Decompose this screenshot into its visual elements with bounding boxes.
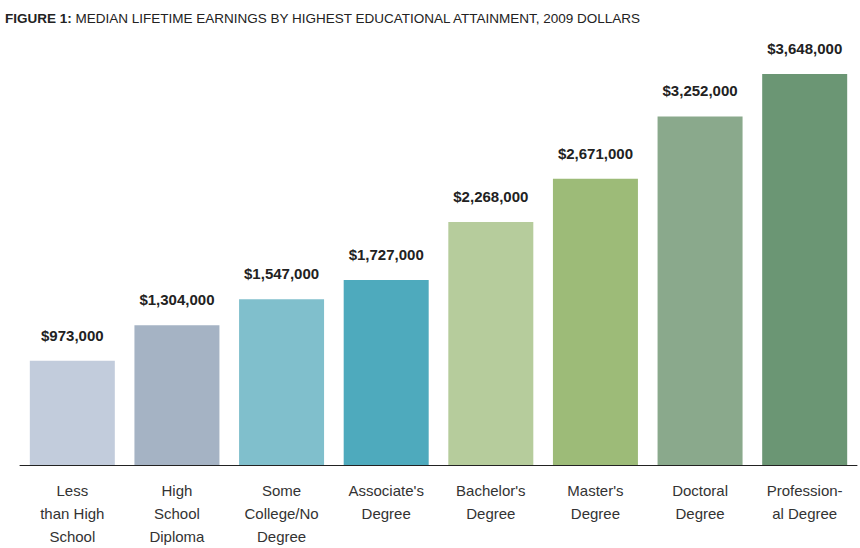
svg-text:Master's: Master's	[567, 482, 623, 499]
svg-text:School: School	[154, 505, 200, 522]
svg-text:Bachelor's: Bachelor's	[456, 482, 526, 499]
svg-text:Degree: Degree	[571, 505, 620, 522]
svg-text:$973,000: $973,000	[41, 327, 104, 344]
svg-text:Profession-: Profession-	[767, 482, 843, 499]
svg-text:Degree: Degree	[257, 528, 306, 545]
svg-text:$1,727,000: $1,727,000	[349, 246, 424, 263]
svg-text:Degree: Degree	[675, 505, 724, 522]
svg-text:$1,304,000: $1,304,000	[139, 291, 214, 308]
svg-text:Some: Some	[262, 482, 301, 499]
svg-text:Associate's: Associate's	[348, 482, 423, 499]
svg-text:$1,547,000: $1,547,000	[244, 265, 319, 282]
svg-text:FIGURE 1:: FIGURE 1:	[5, 11, 72, 26]
svg-text:Degree: Degree	[466, 505, 515, 522]
svg-text:than High: than High	[40, 505, 104, 522]
svg-text:MEDIAN LIFETIME EARNINGS BY HI: MEDIAN LIFETIME EARNINGS BY HIGHEST EDUC…	[72, 11, 640, 26]
svg-text:Less: Less	[56, 482, 88, 499]
svg-text:School: School	[49, 528, 95, 545]
svg-text:al Degree: al Degree	[772, 505, 837, 522]
svg-text:$2,671,000: $2,671,000	[558, 145, 633, 162]
svg-text:Diploma: Diploma	[149, 528, 205, 545]
svg-text:$3,648,000: $3,648,000	[767, 40, 842, 57]
svg-text:Degree: Degree	[362, 505, 411, 522]
svg-text:$3,252,000: $3,252,000	[663, 82, 738, 99]
svg-text:Doctoral: Doctoral	[672, 482, 728, 499]
svg-text:$2,268,000: $2,268,000	[453, 188, 528, 205]
svg-text:College/No: College/No	[244, 505, 318, 522]
svg-text:High: High	[162, 482, 193, 499]
